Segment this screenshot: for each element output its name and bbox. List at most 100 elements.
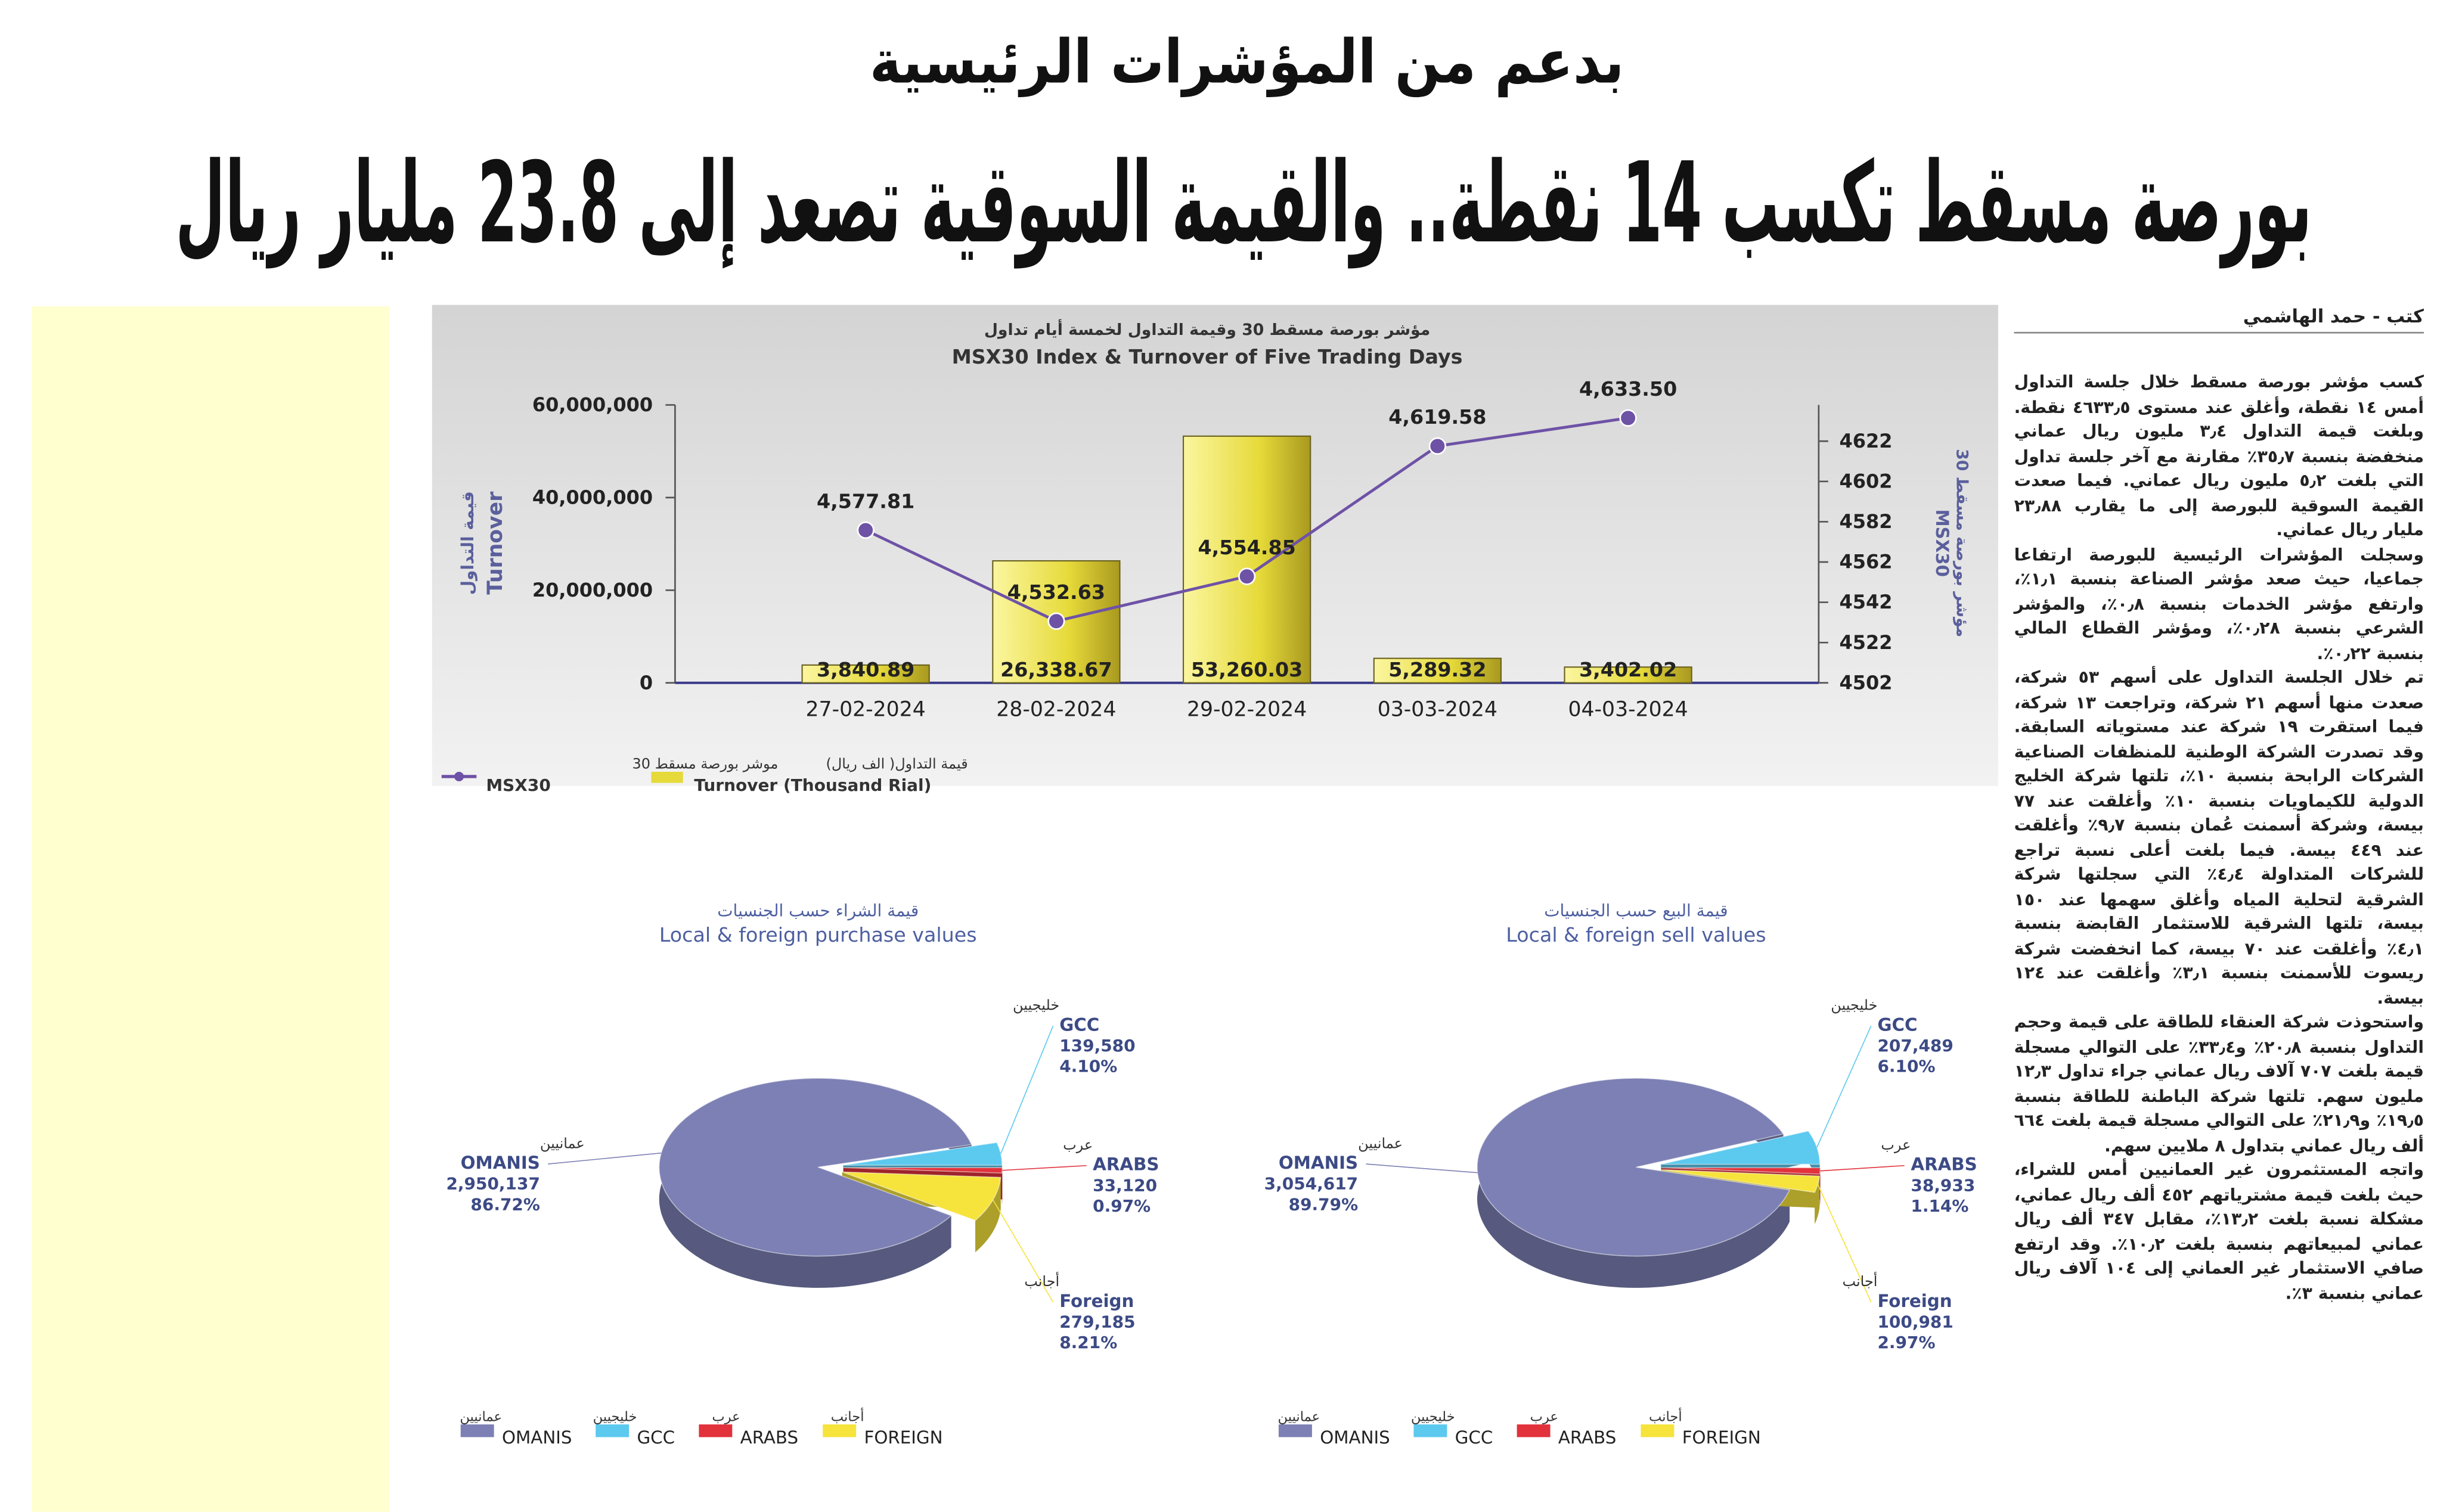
y2-tick-label: 4582 — [1839, 510, 1892, 533]
chart-title: MSX30 Index & Turnover of Five Trading D… — [952, 345, 1463, 368]
index-label: 4,633.50 — [1579, 377, 1677, 400]
legend-swatch — [1641, 1424, 1675, 1438]
bar — [1182, 435, 1311, 684]
pie-slice — [843, 1167, 1003, 1174]
x-tick-label: 27-02-2024 — [806, 698, 926, 722]
y2-tick-label: 4622 — [1839, 430, 1892, 452]
callout-value: 2,950,137 — [446, 1174, 539, 1194]
legend-label-ar: عمانيين — [460, 1409, 502, 1425]
pie — [659, 1078, 1003, 1288]
index-point — [1428, 437, 1447, 455]
legend-label: ARABS — [740, 1427, 798, 1448]
callout-label-ar: أجانب — [1842, 1272, 1877, 1290]
legend-swatch — [1278, 1424, 1312, 1438]
callout-value: 139,580 — [1059, 1036, 1135, 1055]
callout-percent: 89.79% — [1289, 1194, 1359, 1214]
x-tick-label: 04-03-2024 — [1568, 698, 1688, 722]
index-label: 4,554.85 — [1198, 536, 1295, 559]
pie-title: Local & foreign sell values — [1506, 923, 1766, 946]
legend-label-ar: قيمة التداول( الف ريال) — [826, 756, 968, 772]
pie-slice — [1661, 1167, 1821, 1175]
callout-percent: 86.72% — [470, 1194, 540, 1214]
legend-label-ar: موشر بورصة مسقط 30 — [632, 756, 778, 772]
legend-swatch — [651, 771, 683, 783]
bar — [1373, 657, 1502, 684]
legend-label-ar: خليجيين — [1411, 1409, 1455, 1425]
y2-axis-title-ar: مؤشر بورصة مسقط 30 — [1953, 449, 1971, 637]
index-point — [1238, 567, 1256, 585]
callout-value: 33,120 — [1093, 1175, 1157, 1195]
index-point — [857, 521, 875, 539]
legend-label-ar: خليجيين — [593, 1409, 637, 1425]
y2-tick-label: 4562 — [1839, 551, 1892, 573]
callout-value: 3,054,617 — [1264, 1174, 1358, 1194]
paragraph: واتجه المستثمرون غير العمانيين أمس للشرا… — [2014, 1160, 2424, 1303]
y2-tick-label: 4602 — [1839, 470, 1892, 493]
callout-line — [1000, 1025, 1054, 1154]
pie-title-ar: قيمة البيع حسب الجنسيات — [1544, 901, 1728, 920]
callout-label: Foreign — [1059, 1291, 1134, 1311]
pie-slice-side — [975, 1177, 1001, 1253]
x-tick-label: 29-02-2024 — [1187, 698, 1307, 722]
pie-slice — [1477, 1078, 1791, 1257]
pie-slice — [659, 1078, 973, 1257]
y2-tick-label: 4502 — [1839, 671, 1892, 694]
callout-percent: 8.21% — [1059, 1333, 1117, 1352]
callout-label-ar: عرب — [1063, 1137, 1093, 1153]
y-axis-title: Turnover — [483, 492, 507, 595]
paragraph: كسب مؤشر بورصة مسقط خلال جلسة التداول أم… — [2014, 373, 2424, 540]
kicker: بدعم من المؤشرات الرئيسية — [870, 27, 1624, 98]
legend-label-ar: عمانيين — [1278, 1409, 1320, 1425]
y2-tick-label: 4542 — [1839, 591, 1892, 613]
callout-label: ARABS — [1093, 1154, 1159, 1175]
callout-label: OMANIS — [461, 1153, 540, 1173]
callout-line — [548, 1152, 662, 1165]
callout-line — [993, 1199, 1054, 1303]
legend-swatch — [460, 1424, 494, 1438]
callout-label-ar: عمانيين — [540, 1135, 585, 1151]
byline: كتب - حمد الهاشمي — [2014, 305, 2424, 334]
callout-percent: 2.97% — [1877, 1333, 1935, 1352]
side-column — [32, 306, 389, 1512]
bar-label: 3,402.02 — [1579, 658, 1677, 681]
legend-label: FOREIGN — [1682, 1427, 1761, 1448]
callout-label-ar: أجانب — [1024, 1272, 1059, 1290]
legend-swatch — [1413, 1424, 1447, 1438]
bar-label: 53,260.03 — [1191, 658, 1303, 681]
legend-swatch — [699, 1424, 733, 1438]
legend-label: GCC — [637, 1427, 675, 1448]
legend-label: OMANIS — [502, 1427, 572, 1448]
paragraph: تم خلال الجلسة التداول على أسهم ٥٣ شركة،… — [2014, 668, 2424, 1008]
index-label: 4,619.58 — [1388, 405, 1486, 429]
y2-axis-title: MSX30 — [1932, 509, 1952, 577]
legend-label: MSX30 — [486, 775, 550, 795]
bar-label: 3,840.89 — [817, 658, 914, 681]
callout-label: OMANIS — [1279, 1153, 1358, 1173]
y-tick-label: 20,000,000 — [532, 579, 653, 601]
bar — [1564, 666, 1692, 684]
y-tick-label: 40,000,000 — [532, 486, 653, 509]
legend-label-ar: عرب — [712, 1409, 740, 1425]
callout-label: Foreign — [1877, 1291, 1952, 1311]
index-label: 4,532.63 — [1007, 580, 1105, 604]
callout-value: 100,981 — [1877, 1312, 1953, 1332]
callout-value: 38,933 — [1911, 1175, 1975, 1195]
pie-slice — [842, 1171, 1001, 1221]
callout-percent: 4.10% — [1059, 1057, 1117, 1076]
pie-title-ar: قيمة الشراء حسب الجنسيات — [717, 901, 919, 920]
callout-line — [1816, 1025, 1872, 1148]
callout-label-ar: خليجيين — [1013, 997, 1059, 1014]
index-label: 4,577.81 — [817, 489, 914, 513]
callout-line — [1002, 1165, 1087, 1171]
chart-title-ar: مؤشر بورصة مسقط 30 وقيمة التداول لخمسة أ… — [984, 319, 1430, 339]
callout-label-ar: خليجيين — [1831, 997, 1877, 1014]
legend-swatch — [823, 1424, 857, 1438]
callout-label-ar: عمانيين — [1358, 1135, 1403, 1151]
y-tick-label: 0 — [640, 671, 653, 694]
legend-label-ar: عرب — [1530, 1409, 1558, 1425]
callout-value: 279,185 — [1059, 1312, 1135, 1332]
paragraph: وسجلت المؤشرات الرئيسية للبورصة ارتفاعا … — [2014, 545, 2424, 663]
legend-label: FOREIGN — [864, 1427, 942, 1448]
